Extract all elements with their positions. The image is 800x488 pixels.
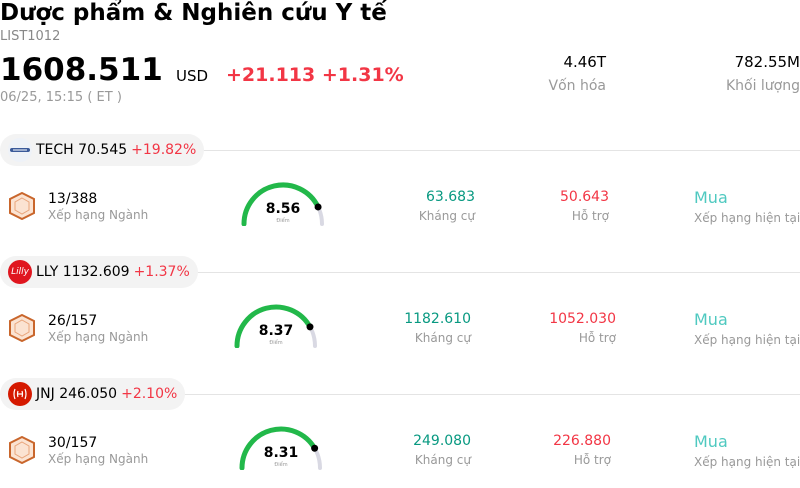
lly-logo-icon: Lilly	[8, 260, 32, 284]
index-symbol: LIST1012	[0, 29, 61, 44]
change-value: +21.113	[226, 64, 316, 86]
resistance-label: Kháng cự	[414, 453, 471, 467]
score-label: Điểm	[276, 217, 289, 224]
resistance-label: Kháng cự	[418, 209, 475, 223]
stock-price: 246.050	[59, 386, 118, 402]
industry-rank-value: 26/157	[48, 313, 98, 329]
support-value: 50.643	[560, 189, 609, 205]
support-value: 1052.030	[549, 311, 616, 327]
score-value: 8.56	[266, 201, 301, 217]
market-cap-value: 4.46T	[563, 53, 606, 71]
support-value: 226.880	[553, 433, 611, 449]
stock-header-lly: Lilly LLY 1132.609 +1.37%	[0, 256, 800, 288]
change-percent: +1.31%	[321, 64, 404, 86]
volume-value: 782.55M	[734, 53, 800, 71]
divider	[0, 272, 800, 273]
stock-price: 70.545	[78, 142, 128, 158]
industry-rank-label: Xếp hạng Ngành	[48, 208, 149, 222]
score-label: Điểm	[269, 339, 282, 346]
rating-label: Xếp hạng hiện tại	[694, 211, 800, 225]
market-cap-label: Vốn hóa	[548, 78, 606, 94]
stock-chip-lly[interactable]: Lilly LLY 1132.609 +1.37%	[0, 256, 198, 288]
industry-rank-value: 30/157	[48, 435, 98, 451]
stock-header-jnj: JNJ 246.050 +2.10%	[0, 378, 800, 410]
timestamp: 06/25, 15:15 ( ET )	[0, 90, 122, 105]
stock-change-pct: +2.10%	[121, 386, 178, 402]
divider	[0, 394, 800, 395]
score-gauge: 8.56 Điểm	[241, 182, 324, 226]
ticker: JNJ	[36, 386, 55, 402]
tech-logo-icon	[8, 138, 32, 162]
currency-label: USD	[176, 67, 209, 85]
rating-label: Xếp hạng hiện tại	[694, 455, 800, 469]
rating-value: Mua	[694, 432, 728, 451]
stock-chip-jnj[interactable]: JNJ 246.050 +2.10%	[0, 378, 186, 410]
industry-rank-value: 13/388	[48, 191, 98, 207]
rating-label: Xếp hạng hiện tại	[694, 333, 800, 347]
industry-rank-label: Xếp hạng Ngành	[48, 330, 149, 344]
stock-header-tech: TECH 70.545 +19.82%	[0, 134, 800, 166]
industry-rank-icon	[9, 314, 35, 342]
score-gauge: 8.31 Điểm	[239, 426, 322, 470]
resistance-label: Kháng cự	[414, 331, 471, 345]
ticker: LLY	[36, 264, 59, 280]
divider	[0, 150, 800, 151]
index-price: 1608.511	[0, 52, 163, 88]
stock-change-pct: +1.37%	[133, 264, 190, 280]
industry-rank-icon	[9, 436, 35, 464]
rating-value: Mua	[694, 310, 728, 329]
jnj-logo-icon	[8, 382, 32, 406]
score-gauge: 8.37 Điểm	[234, 304, 317, 348]
support-label: Hỗ trợ	[573, 453, 611, 467]
industry-rank-label: Xếp hạng Ngành	[48, 452, 149, 466]
resistance-value: 1182.610	[404, 311, 471, 327]
volume-label: Khối lượng	[725, 78, 800, 94]
stock-chip-tech[interactable]: TECH 70.545 +19.82%	[0, 134, 205, 166]
score-value: 8.37	[259, 323, 294, 339]
stock-price: 1132.609	[62, 264, 130, 280]
stock-change-pct: +19.82%	[131, 142, 197, 158]
ticker: TECH	[36, 142, 74, 158]
score-label: Điểm	[274, 461, 287, 468]
industry-rank-icon	[9, 192, 35, 220]
support-label: Hỗ trợ	[571, 209, 609, 223]
score-value: 8.31	[264, 445, 299, 461]
support-label: Hỗ trợ	[578, 331, 616, 345]
resistance-value: 63.683	[426, 189, 475, 205]
page-title: Dược phẩm & Nghiên cứu Y tế	[0, 0, 387, 26]
resistance-value: 249.080	[413, 433, 471, 449]
rating-value: Mua	[694, 188, 728, 207]
price-change: +21.113 +1.31%	[226, 64, 404, 86]
